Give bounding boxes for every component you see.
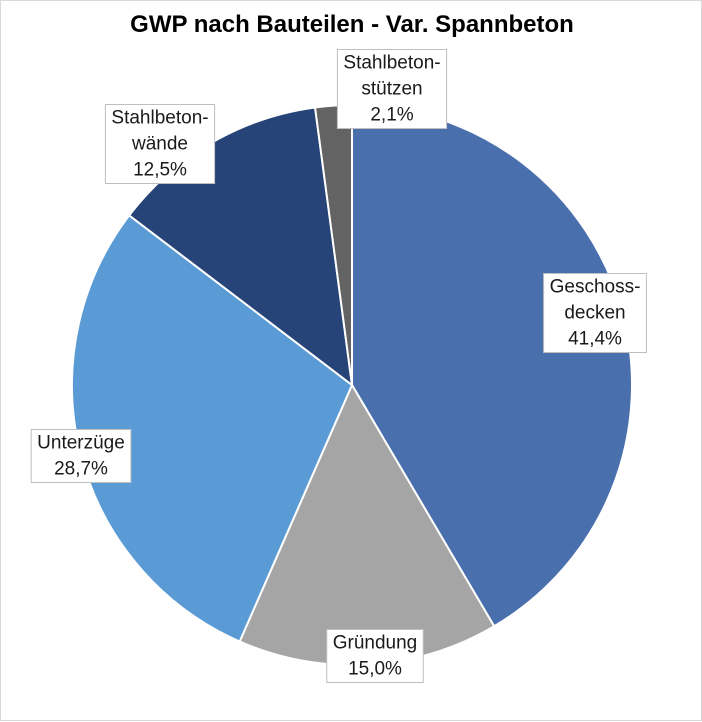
data-label-box-1 <box>326 629 424 683</box>
data-label-value-4: 2,1% <box>370 105 413 126</box>
data-label-name-2-0: Unterzüge <box>37 433 125 454</box>
data-label-value-2: 28,7% <box>54 459 108 480</box>
pie-labels: Geschoss-decken 41,4% Gründung 15,0% Unterzü… <box>30 49 647 683</box>
data-label-value-1: 15,0% <box>348 659 402 680</box>
data-label-name-0-0: Geschoss- <box>550 277 641 298</box>
data-label-box-2 <box>30 429 132 483</box>
data-label-box-0 <box>543 273 647 353</box>
data-label-4: Stahlbeton-stützen 2,1% <box>336 49 448 129</box>
data-label-name-1-0: Gründung <box>333 633 418 654</box>
data-label-3: Stahlbeton-wände 12,5% <box>104 104 216 184</box>
data-label-box-3 <box>104 104 216 184</box>
data-label-box-4 <box>336 49 448 129</box>
data-label-0: Geschoss-decken 41,4% <box>543 273 647 353</box>
data-label-value-3: 12,5% <box>133 160 187 181</box>
data-label-2: Unterzüge 28,7% <box>30 429 132 483</box>
data-label-name-3-0: Stahlbeton- <box>111 108 208 129</box>
chart-title: GWP nach Bauteilen - Var. Spannbeton <box>130 11 574 38</box>
data-label-value-0: 41,4% <box>568 329 622 350</box>
data-label-name-4-1: stützen <box>361 79 422 100</box>
data-label-name-0-1: decken <box>564 303 625 324</box>
data-label-name-3-1: wände <box>131 134 188 155</box>
data-label-1: Gründung 15,0% <box>326 629 424 683</box>
data-label-name-4-0: Stahlbeton- <box>343 53 440 74</box>
pie-slices <box>71 103 633 666</box>
